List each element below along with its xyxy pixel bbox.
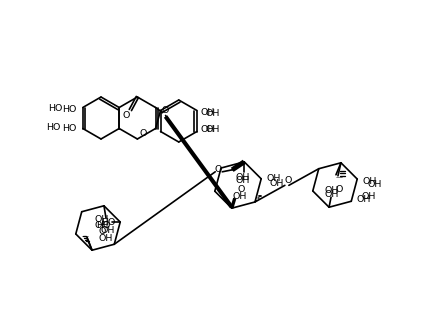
Text: —: — [81, 233, 89, 239]
Text: OH: OH [325, 186, 339, 195]
Text: O: O [284, 176, 292, 185]
Text: OH: OH [206, 125, 220, 134]
Text: OH: OH [101, 226, 115, 235]
Text: O: O [123, 112, 130, 121]
Text: O: O [237, 184, 245, 193]
Text: HO: HO [96, 220, 110, 229]
Text: —: — [335, 174, 343, 180]
Text: OH: OH [95, 221, 109, 230]
Text: OH: OH [201, 108, 215, 117]
Text: OH: OH [99, 234, 113, 243]
Text: HO: HO [101, 218, 115, 227]
Text: HO: HO [47, 123, 61, 132]
Text: HO: HO [61, 124, 76, 133]
Text: OH: OH [235, 176, 249, 185]
Text: OH: OH [233, 192, 247, 201]
Text: OH: OH [362, 177, 377, 186]
Text: OH: OH [266, 174, 281, 183]
Text: O: O [162, 106, 169, 115]
Text: OH: OH [270, 179, 285, 188]
Text: O: O [215, 165, 222, 174]
Text: OH: OH [356, 195, 371, 204]
Text: OH: OH [206, 109, 220, 118]
Text: OH: OH [361, 192, 375, 201]
Text: OH: OH [367, 179, 382, 188]
Text: OH: OH [95, 215, 109, 224]
Text: O: O [139, 129, 147, 138]
Text: OH: OH [201, 125, 215, 134]
Text: OH: OH [325, 190, 339, 199]
Text: OH: OH [235, 173, 249, 182]
Text: HO: HO [61, 105, 76, 114]
Text: O: O [335, 184, 343, 193]
Text: HO: HO [48, 104, 63, 113]
Text: O: O [98, 228, 106, 237]
